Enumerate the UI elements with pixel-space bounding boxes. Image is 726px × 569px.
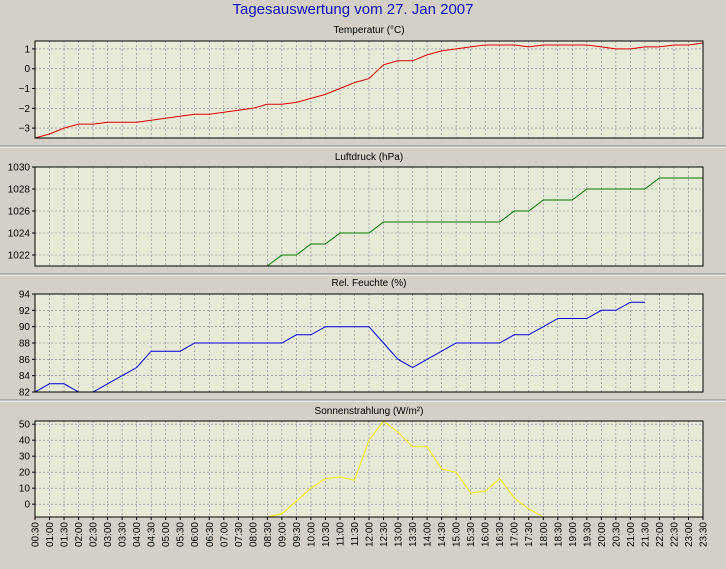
panel-title: Sonnenstrahlung (W/m²) (315, 406, 424, 417)
y-tick-label: 82 (19, 388, 31, 399)
y-tick-label: 1022 (8, 251, 31, 262)
y-tick-label: 90 (19, 322, 31, 333)
x-tick-label: 13:30 (408, 522, 419, 547)
panel-title: Temperatur (°C) (333, 25, 404, 36)
x-tick-label: 21:30 (640, 522, 651, 547)
x-tick-label: 14:00 (423, 522, 434, 547)
y-tick-label: 50 (19, 420, 31, 431)
x-tick-label: 11:30 (350, 522, 361, 547)
x-tick-label: 16:00 (481, 522, 492, 547)
x-tick-label: 18:00 (539, 522, 550, 547)
y-tick-label: 92 (19, 306, 31, 317)
x-tick-label: 22:00 (655, 522, 666, 547)
x-tick-label: 21:00 (626, 522, 637, 547)
x-tick-label: 10:00 (306, 522, 317, 547)
x-tick-label: 03:30 (118, 522, 129, 547)
x-tick-label: 12:30 (379, 522, 390, 547)
series-line (266, 177, 703, 266)
y-tick-label: 1030 (8, 163, 31, 174)
chart-panel-4: Sonnenstrahlung (W/m²) 0 10 20 30 40 50 (19, 406, 704, 518)
y-tick-label: −3 (19, 124, 31, 135)
x-tick-label: 23:00 (684, 522, 695, 547)
x-tick-label: 04:00 (132, 522, 143, 547)
plot-frame (34, 166, 704, 267)
chart-panel-1: Temperatur (°C) −3 −2 −1 0 1 (19, 25, 704, 139)
x-tick-label: 14:30 (437, 522, 448, 547)
x-tick-label: 18:30 (553, 522, 564, 547)
x-tick-label: 03:00 (103, 522, 114, 547)
x-tick-label: 19:30 (582, 522, 593, 547)
y-tick-label: 84 (19, 371, 31, 382)
x-tick-label: 06:00 (190, 522, 201, 547)
x-tick-label: 07:30 (234, 522, 245, 547)
x-tick-label: 02:30 (89, 522, 100, 547)
x-tick-label: 16:30 (495, 522, 506, 547)
x-tick-label: 22:30 (669, 522, 680, 547)
x-tick-label: 11:00 (335, 522, 346, 547)
x-tick-label: 02:00 (74, 522, 85, 547)
series-line (35, 421, 703, 517)
x-tick-label: 13:00 (394, 522, 405, 547)
panel-title: Luftdruck (hPa) (335, 152, 403, 163)
x-tick-label: 23:30 (699, 522, 710, 547)
x-tick-label: 09:30 (292, 522, 303, 547)
y-tick-label: 40 (19, 436, 31, 447)
y-tick-label: −1 (19, 84, 31, 95)
x-tick-label: 12:00 (365, 522, 376, 547)
y-tick-label: 30 (19, 452, 31, 463)
x-tick-label: 05:00 (161, 522, 172, 547)
x-tick-label: 15:00 (452, 522, 463, 547)
y-tick-label: 20 (19, 468, 31, 479)
x-tick-label: 01:30 (60, 522, 71, 547)
page-title: Tagesauswertung vom 27. Jan 2007 (233, 1, 474, 18)
x-tick-label: 01:00 (45, 522, 56, 547)
panel-title: Rel. Feuchte (%) (331, 278, 406, 289)
series-line (35, 42, 703, 138)
x-tick-label: 17:00 (510, 522, 521, 547)
x-tick-label: 04:30 (147, 522, 158, 547)
plot-frame (34, 40, 704, 139)
x-tick-label: 00:30 (31, 522, 42, 547)
plot-frame (34, 293, 704, 393)
x-tick-label: 05:30 (176, 522, 187, 547)
y-tick-label: 1026 (8, 207, 31, 218)
y-tick-label: 88 (19, 339, 31, 350)
y-tick-label: 10 (19, 484, 31, 495)
x-tick-label: 15:30 (466, 522, 477, 547)
chart-panel-2: Luftdruck (hPa) 1022 1024 1026 1028 1030 (8, 152, 704, 267)
x-tick-label: 09:00 (277, 522, 288, 547)
chart-panel-3: Rel. Feuchte (%) 82 84 86 88 90 92 94 (19, 278, 704, 399)
y-tick-label: −2 (19, 104, 31, 115)
x-tick-label: 19:00 (568, 522, 579, 547)
x-tick-label: 20:00 (597, 522, 608, 547)
y-tick-label: 94 (19, 290, 31, 301)
x-tick-label: 08:30 (263, 522, 274, 547)
y-tick-label: 1028 (8, 185, 31, 196)
y-tick-label: 0 (24, 64, 30, 75)
y-tick-label: 1024 (8, 229, 31, 240)
y-tick-label: 1 (24, 44, 30, 55)
x-tick-label: 06:30 (205, 522, 216, 547)
x-tick-label: 10:30 (321, 522, 332, 547)
series-line (35, 301, 645, 392)
x-tick-label: 08:00 (248, 522, 259, 547)
y-tick-label: 86 (19, 355, 31, 366)
y-tick-label: 0 (24, 500, 30, 511)
x-tick-label: 07:00 (219, 522, 230, 547)
x-tick-label: 20:30 (611, 522, 622, 547)
x-tick-label: 17:30 (524, 522, 535, 547)
